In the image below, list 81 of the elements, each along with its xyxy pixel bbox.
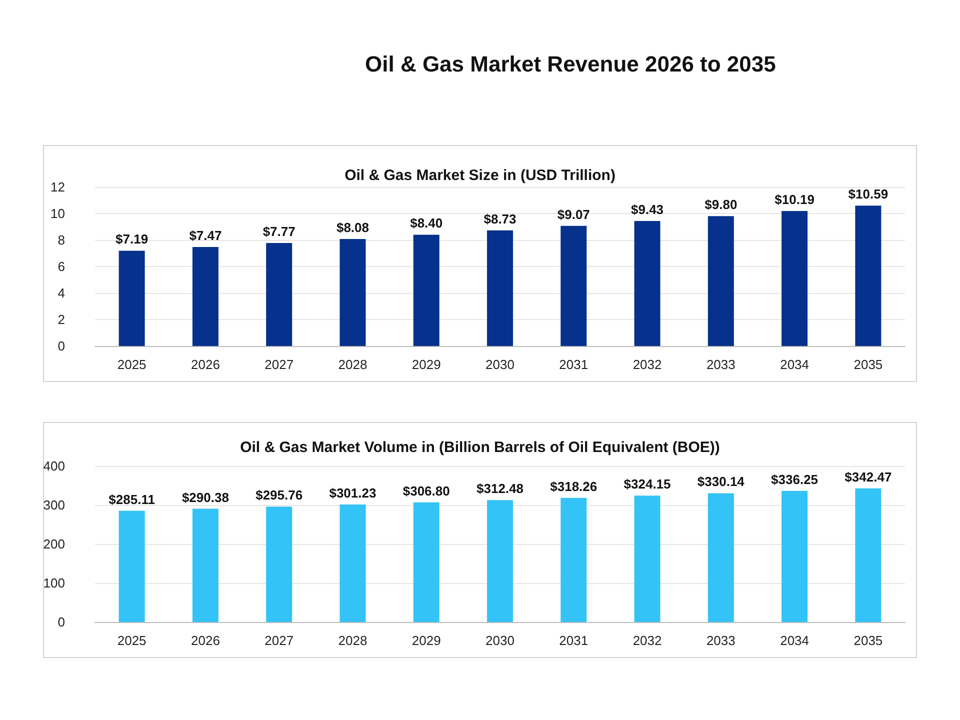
data-label: $10.59 [848,186,888,202]
y-tick-label: 200 [43,536,65,552]
data-label: $290.38 [182,490,229,505]
data-label: $10.19 [774,192,814,207]
y-tick-label: 2 [58,312,65,327]
y-tick-label: 100 [43,576,65,590]
chart-title: Oil & Gas Market Revenue 2026 to 2035 [365,52,776,76]
x-tick-label: 2025 [117,633,146,648]
bar [192,247,218,346]
bar [634,221,660,346]
x-tick-label: 2027 [264,633,294,648]
bar [855,488,882,622]
y-tick-label: 8 [58,232,65,248]
data-label: $324.15 [624,476,671,492]
data-label: $285.11 [108,492,155,507]
x-tick-label: 2028 [338,633,368,648]
bar [266,506,292,622]
x-tick-label: 2031 [559,357,588,372]
bar [487,500,513,622]
chart-subtitle: Oil & Gas Market Size in (USD Trillion) [344,167,616,184]
data-label: $8.40 [410,216,443,231]
data-label: $8.08 [336,220,369,235]
bar [340,238,366,346]
data-label: $295.76 [256,488,303,503]
bar [782,490,808,622]
data-label: $9.43 [631,202,664,218]
data-label: $7.19 [116,232,148,247]
x-tick-label: 2026 [190,357,220,372]
x-tick-label: 2027 [264,357,294,372]
x-tick-label: 2029 [412,357,441,372]
x-tick-label: 2032 [632,633,662,648]
x-tick-label: 2030 [486,357,514,372]
x-tick-label: 2028 [338,357,368,372]
data-label: $8.73 [484,211,516,226]
y-tick-label: 6 [58,259,65,274]
x-tick-label: 2035 [854,357,883,372]
x-tick-label: 2035 [854,633,883,648]
bar [634,496,660,622]
data-label: $301.23 [329,486,376,501]
y-tick-label: 4 [58,286,65,300]
bar [118,250,145,346]
y-tick-label: 12 [50,180,65,194]
chart-title: Oil & Gas Market Volume in (Billion Barrels of Oil Equivalent (BOE)) [240,439,720,456]
bar [340,504,366,622]
data-label: $9.07 [557,206,590,222]
data-label: $342.47 [844,469,892,484]
x-tick-label: 2030 [486,633,514,648]
bar [413,502,440,622]
data-label: $318.26 [550,478,598,494]
data-label: $9.80 [704,197,738,212]
y-tick-label: 300 [43,498,65,512]
bar [560,226,587,346]
data-label: $330.14 [697,474,746,490]
y-tick-label: 400 [43,458,65,474]
x-tick-label: 2034 [780,633,810,648]
x-tick-label: 2034 [780,357,810,372]
x-tick-label: 2029 [412,633,441,648]
bar [413,234,440,346]
y-tick-label: 0 [58,614,65,630]
bar [560,498,587,622]
bar [192,508,218,622]
x-tick-label: 2025 [117,357,146,372]
data-label: $306.80 [402,483,450,498]
bar [782,210,808,346]
y-tick-label: 10 [50,206,65,221]
bar [855,206,882,346]
data-label: $7.47 [189,228,222,244]
x-tick-label: 2031 [559,633,588,648]
data-label: $336.25 [771,472,818,487]
y-tick-label: 0 [58,338,65,354]
bar [487,230,513,346]
x-tick-label: 2032 [632,357,662,372]
data-label: $7.77 [262,224,296,240]
bar [708,216,734,346]
bar [266,243,292,346]
data-label: $312.48 [476,481,524,496]
bar [708,493,734,622]
bar [118,510,145,622]
x-tick-label: 2033 [706,633,736,648]
x-tick-label: 2026 [190,633,220,648]
x-tick-label: 2033 [706,357,736,372]
